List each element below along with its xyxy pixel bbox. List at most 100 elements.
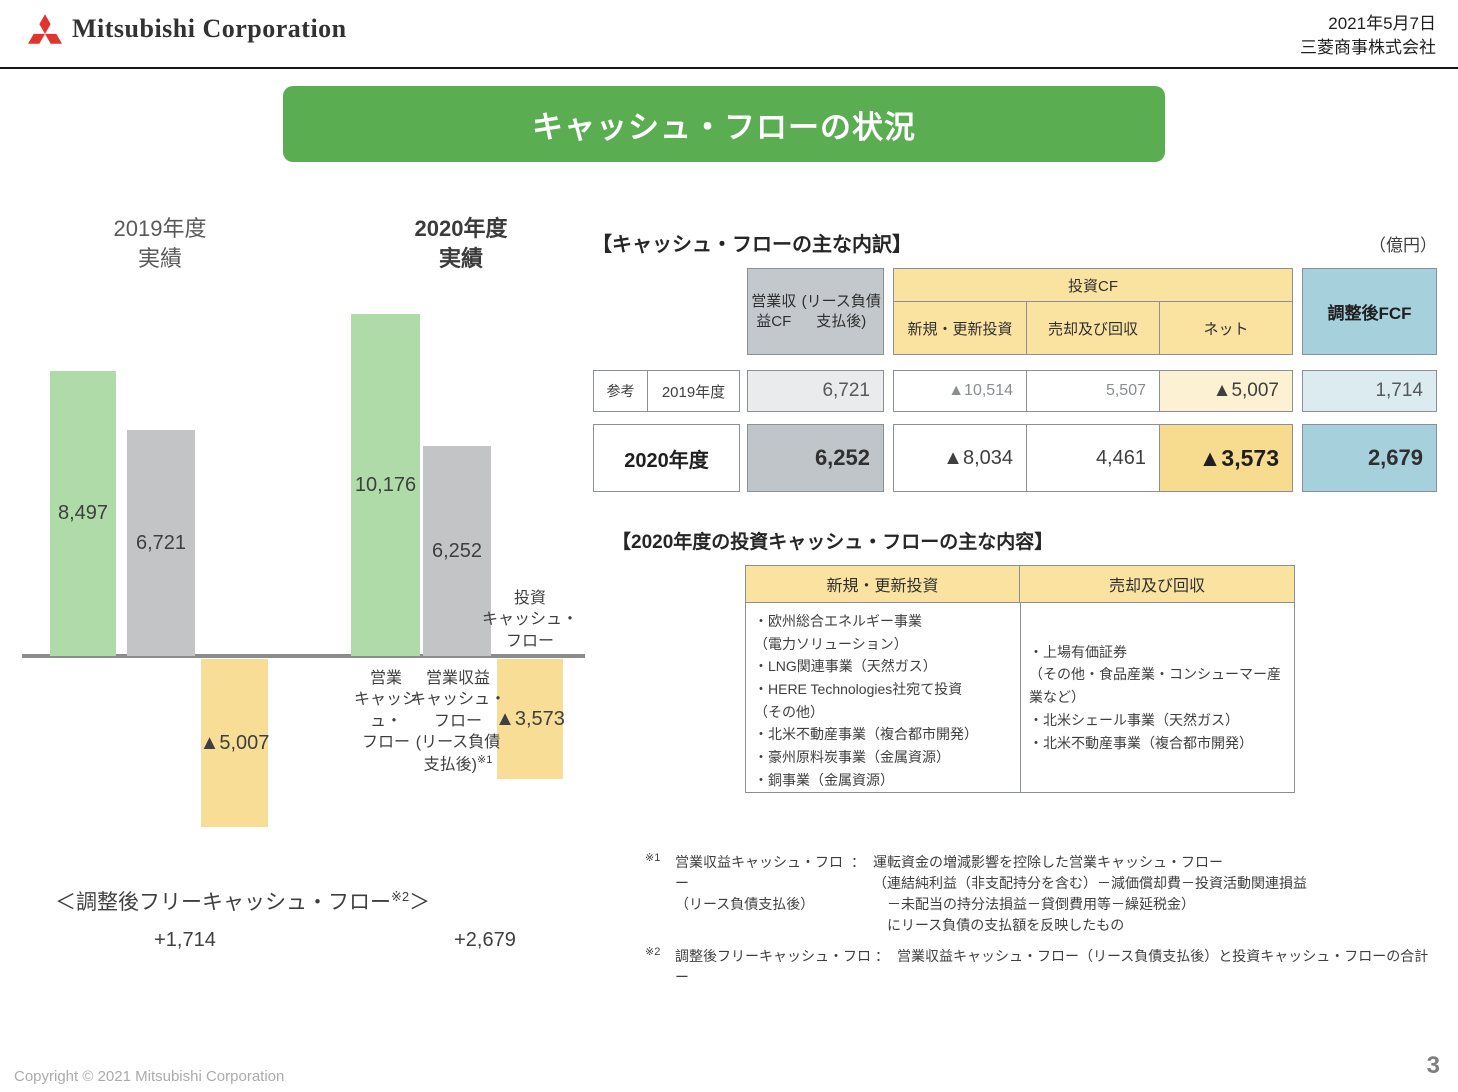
list-item: 営業収益キャッシュ・フロー（リース負債支払後）と投資キャッシュ・フローの合計 (897, 948, 1429, 964)
cash-flow-bar-chart: 2019年度 実績 2020年度 実績 8,497 6,721 ▲5,007 1… (22, 210, 588, 860)
col-header-divestment: 売却及び回収 (1026, 302, 1159, 354)
list-item: 営業収益キャッシュ・フロー (675, 854, 843, 891)
row-label-2020: 2020年度 (593, 424, 740, 492)
list-item: 営業 (369, 670, 402, 687)
bar-value-label: ▲3,573 (495, 707, 565, 730)
row-year: 2019年度 (661, 383, 726, 401)
list-item: ・豪州原料炭事業（金属資源） (754, 749, 950, 766)
slide-title-banner: キャッシュ・フローの状況 (283, 86, 1165, 162)
chart-group-header-2019: 2019年度 実績 (40, 214, 280, 273)
bar-value-label: 8,497 (57, 502, 109, 524)
adjusted-fcf-footnote-ref: ※2 (391, 889, 410, 904)
detail-list-divestment: ・上場有価証券 （その他・食品産業・コンシューマー産業など） ・北米シェール事業（天… (1020, 603, 1294, 792)
cell-2020-operating-cf: 6,252 (747, 424, 884, 492)
bar-2020-investing-cf: ▲3,573 (495, 659, 565, 779)
col-header-adjusted-fcf: 調整後FCF (1302, 268, 1437, 355)
bar-2020-operating-cf: 10,176 (351, 314, 420, 656)
list-item: (リース負債 (415, 733, 501, 751)
breakdown-section-title: 【キャッシュ・フローの主な内訳】 (592, 234, 912, 256)
list-item: ・HERE Technologies社宛て投資 (754, 681, 963, 698)
list-item: ・上場有価証券 (1029, 643, 1127, 660)
mitsubishi-three-diamond-icon (28, 14, 62, 44)
xaxis-label-operating-cf: 営業キャッシュ・フロー (340, 668, 432, 753)
footnote-description: 営業収益キャッシュ・フロー（リース負債支払後）と投資キャッシュ・フローの合計 (897, 946, 1428, 988)
cell-2020-adjusted-fcf: 2,679 (1302, 424, 1437, 492)
bar-value-label: 6,721 (135, 531, 187, 554)
adjusted-fcf-heading-text: ＜調整後フリーキャッシュ・フロー (55, 891, 391, 914)
slide-date: 2021年5月7日 (1328, 14, 1436, 33)
adjusted-fcf-2020-value: +2,679 (454, 929, 516, 951)
list-item: ・北米不動産事業（複合都市開発） (1029, 734, 1253, 751)
cell-2019-net: ▲5,007 (1159, 371, 1292, 411)
bar-value-label: ▲5,007 (199, 731, 270, 754)
adjusted-fcf-heading-close: ＞ (409, 891, 431, 914)
investing-cf-group-label: 投資CF (894, 269, 1292, 302)
group-year: 2020年度 (414, 216, 508, 241)
footnote-term: 営業収益キャッシュ・フロー （リース負債支払後） (675, 852, 851, 936)
detail-list-new-investment: ・欧州総合エネルギー事業 （電力ソリューション） ・LNG関連事業（天然ガス） ・HE… (746, 603, 1020, 792)
list-item: フロー (361, 733, 410, 751)
list-item: 運転資金の増減影響を控除した営業キャッシュ・フロー (873, 854, 1223, 870)
list-item: 投資 (513, 590, 546, 607)
col-header-new-investment: 新規・更新投資 (907, 320, 1013, 338)
cell-2019-divestment: 5,507 (1026, 371, 1159, 411)
cell-2019-operating-cf: 6,721 (747, 370, 884, 412)
company-name: 三菱商事株式会社 (1300, 37, 1436, 57)
list-item: キャッシュ・ (409, 691, 506, 709)
footnote-1: ※1 営業収益キャッシュ・フロー （リース負債支払後） ： 運転資金の増減影響を控… (645, 852, 1307, 936)
list-item: （連結純利益（非支配持分を含む）－減価償却費－投資活動関連損益 (873, 875, 1307, 891)
footnote-description: 運転資金の増減影響を控除した営業キャッシュ・フロー （連結純利益（非支配持分を含む… (873, 852, 1307, 936)
reference-tag: 参考 (594, 371, 648, 411)
list-item: （電力ソリューション） (754, 635, 908, 652)
group-caption: 実績 (438, 245, 483, 271)
bar-value-label: 6,252 (431, 539, 483, 562)
list-item: 調整後フリーキャッシュ・フロー (675, 948, 871, 985)
group-caption: 実績 (137, 245, 182, 271)
group-year: 2019年度 (113, 216, 207, 241)
adjusted-fcf-2019-value: +1,714 (154, 929, 216, 951)
cash-flow-breakdown-table: 営業収益CF (リース負債支払後) 投資CF 新規・更新投資 売却及び回収 ネット… (593, 268, 1437, 492)
list-item: (リース負債支払後) (801, 293, 881, 330)
zero-axis-line (22, 654, 585, 658)
cell-group-2019-investing: ▲10,514 5,507 ▲5,007 (893, 370, 1293, 412)
detail-header-new-investment: 新規・更新投資 (745, 565, 1020, 603)
xaxis-label-operating-income-cf: 営業収益 キャッシュ・ フロー (リース負債 支払後)※1 (402, 668, 514, 776)
xaxis-label-investing-cf: 投資キャッシュ・ フロー (482, 588, 578, 652)
detail-header-divestment: 売却及び回収 (1020, 565, 1295, 603)
copyright-text: Copyright © 2021 Mitsubishi Corporation (14, 1068, 285, 1085)
cell-2019-new-investment: ▲10,514 (948, 382, 1013, 399)
footnote-colon: ： (851, 854, 865, 870)
list-item: フロー (505, 632, 554, 650)
unit-label: （億円） (1369, 236, 1437, 255)
cell-2020-new-investment: ▲8,034 (943, 446, 1013, 469)
list-item: フロー (433, 712, 482, 730)
row-label-2019: 参考 2019年度 (593, 370, 740, 412)
cell-group-2020-investing: ▲8,034 4,461 ▲3,573 (893, 424, 1293, 492)
footnote-mark: ※1 (645, 852, 661, 864)
bar-2019-operating-cf: 8,497 (50, 371, 116, 656)
header-divider (0, 67, 1458, 69)
footnote-colon: ： (875, 948, 889, 964)
list-item: 営業収益CF (751, 293, 797, 330)
header-meta: 2021年5月7日 三菱商事株式会社 (1300, 12, 1436, 60)
cell-2020-net: ▲3,573 (1159, 425, 1292, 491)
investment-detail-table: 新規・更新投資 売却及び回収 ・欧州総合エネルギー事業 （電力ソリューション） ・L… (745, 565, 1295, 793)
slide-title: キャッシュ・フローの状況 (532, 109, 916, 145)
list-item: キャッシュ・ (353, 691, 418, 730)
list-item: キャッシュ・ (482, 611, 579, 629)
list-item: ・欧州総合エネルギー事業 (754, 613, 922, 629)
list-item: ・銅事業（金属資源） (754, 771, 894, 788)
bar-2020-operating-income-cf: 6,252 (423, 446, 491, 656)
breakdown-section-header: 【キャッシュ・フローの主な内訳】 （億円） (592, 228, 1437, 257)
list-item: にリース負債の支払額を反映したもの (873, 917, 1125, 933)
bar-value-label: 10,176 (354, 473, 417, 496)
list-item: ・北米不動産事業（複合都市開発） (754, 726, 978, 743)
footnote-mark: ※2 (645, 946, 661, 958)
bar-2019-investing-cf: ▲5,007 (199, 659, 270, 827)
footnote-ref: ※1 (477, 754, 493, 767)
adjusted-fcf-heading: ＜調整後フリーキャッシュ・フロー※2＞ (55, 886, 430, 916)
list-item: 営業収益 (425, 670, 490, 687)
company-logo: Mitsubishi Corporation (28, 14, 347, 44)
cell-2020-divestment: 4,461 (1026, 425, 1159, 491)
